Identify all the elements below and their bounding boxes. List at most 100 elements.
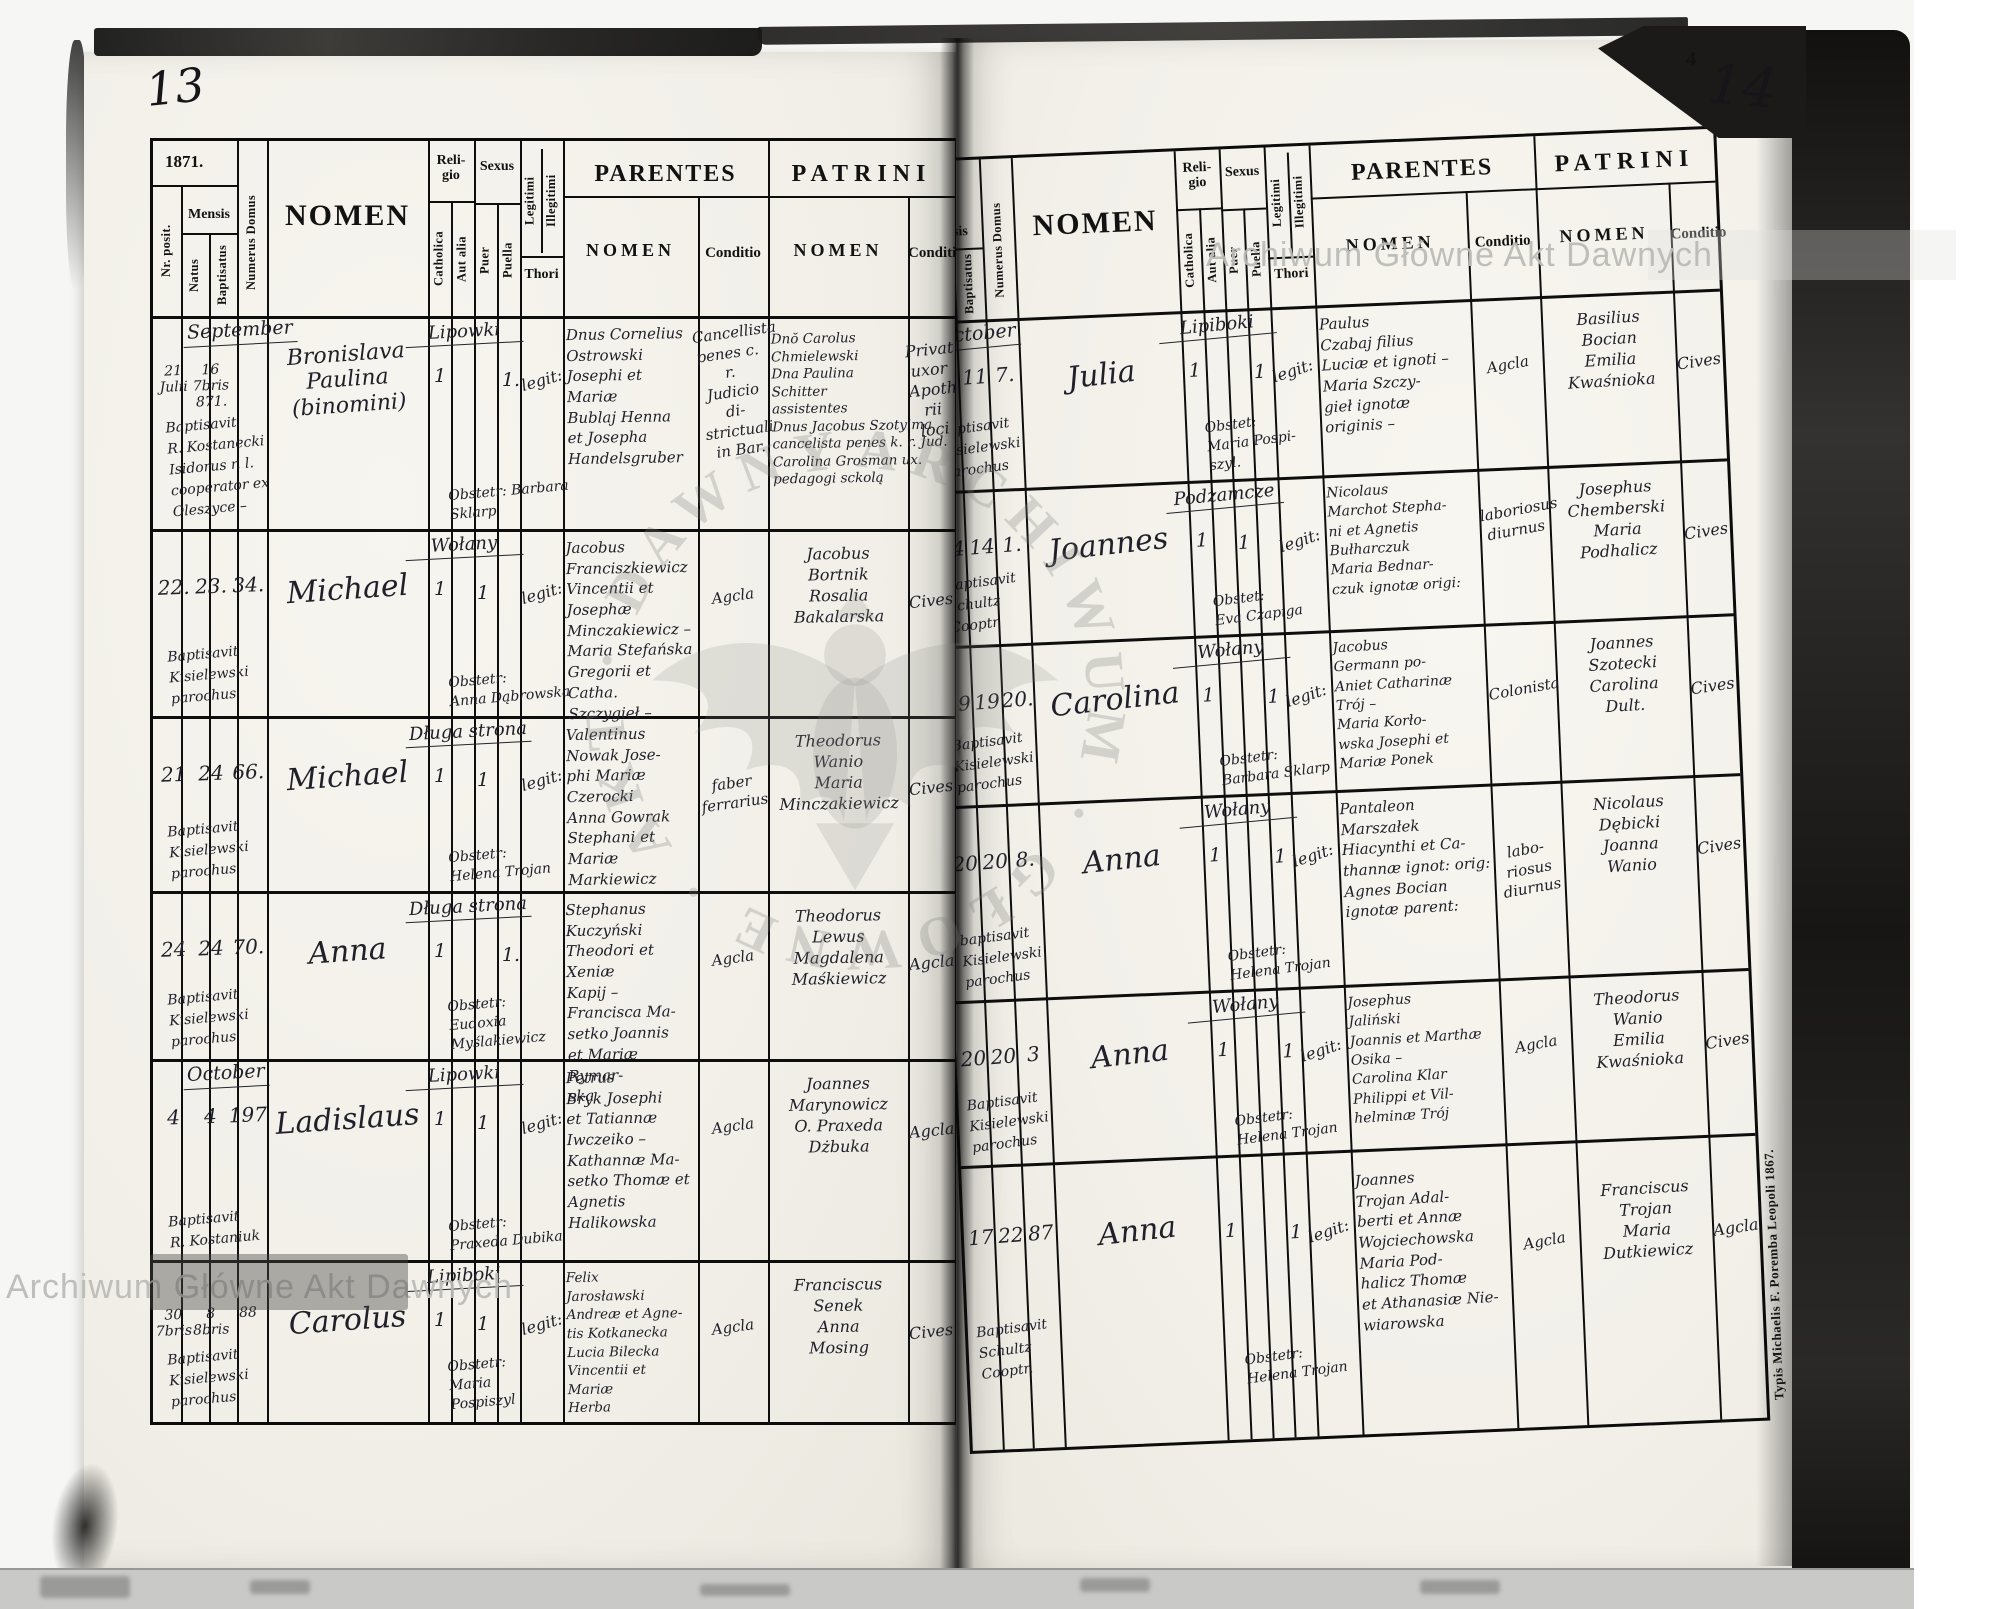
thori-mark: legit: (519, 365, 565, 396)
page-left-edge-shadow (66, 40, 88, 290)
religio-catholica-mark: 1 (433, 365, 447, 387)
natus-date: 24 (160, 936, 187, 962)
parentes-conditio: Agcla (710, 584, 756, 608)
baptized-by-note: Baptisavit Schultz Cooptr (956, 569, 1017, 637)
patrini-names: Nicolaus Dębicki Joanna Wanio (1592, 790, 1665, 877)
baptisatus-date: 16 7bris 871. (192, 361, 230, 411)
child-name: Bronislava Paulina (binomini) (285, 337, 408, 422)
sexus-puer-mark: 1 (476, 1313, 490, 1335)
sexus-puella-mark: 1. (501, 369, 521, 391)
page-number-right-handwritten: 14 (1705, 52, 1780, 121)
register-row: October 11117. Baptisavit Kisielewski pa… (956, 289, 1727, 492)
house-number: 70. (231, 934, 265, 960)
sexus-puer-mark: 1 (1237, 531, 1251, 554)
natus-date: 21 Julii (159, 363, 188, 396)
group-label-patrini: PATRINI (1554, 145, 1695, 178)
sexus-puella-mark: 1 (1281, 1040, 1295, 1063)
parentes-conditio: Cancellista penes c. r. Judicio di- stri… (690, 317, 777, 462)
parentes-names: Pantaleon Marszałek Hiacynthi et Ca- tha… (1338, 795, 1491, 922)
sexus-puer-mark (1261, 1221, 1285, 1222)
baptized-by-note: Baptisavit Kisielewski parochus (166, 818, 250, 883)
patrini-names: Joannes Szotecki Carolina Dult. (1587, 631, 1660, 717)
place-heading: Wołany (404, 529, 524, 562)
sexus-puer-mark (1253, 1040, 1277, 1041)
register-row: 24 24 70. Baptisavit Kisielewski parochus … (153, 891, 955, 1105)
house-number (229, 360, 268, 410)
child-name: Anna (1096, 1209, 1179, 1254)
religio-catholica-mark: 1 (433, 1309, 447, 1331)
sexus-puella-mark: 1 (1273, 845, 1287, 868)
child-name: Joannes (1047, 520, 1170, 569)
sexus-puer-mark (1224, 360, 1248, 361)
col-label-aut-alia: Aut alia (454, 236, 469, 282)
left-page: 1871. Nr. posit. Mensis Natus Baptisatus… (84, 52, 956, 1568)
col-label-natus: Natus (187, 258, 202, 292)
group-label-patrini: PATRINI (791, 161, 932, 187)
religio-catholica-mark: 1 (1201, 684, 1215, 707)
watermark-smudge (150, 1254, 408, 1310)
natus-date: 4 (166, 1105, 181, 1130)
house-number: 87 (1027, 1219, 1055, 1246)
page-number-left-handwritten: 13 (143, 57, 208, 117)
child-name: Anna (307, 931, 388, 972)
house-number: 197 (228, 1102, 268, 1128)
sexus-puer-mark: 1 (476, 582, 490, 604)
patrini-names: Theodorus Wanio Emilia Kwaśnioka (1592, 985, 1685, 1073)
patrini-conditio: Cives (1689, 673, 1736, 699)
place-heading: Długa strona (404, 891, 532, 924)
col-label-catholica: Catholica (431, 231, 446, 287)
patrini-names: Josephus Chemberski Maria Podhalicz (1567, 476, 1666, 563)
baptisatus-date: 24 (197, 935, 225, 961)
house-number: 3 (1025, 1041, 1041, 1067)
col-label-sexus: Sexus (479, 159, 515, 174)
dates: 22. 23. 34. (155, 572, 268, 600)
col-label-thori: Thori (524, 267, 559, 282)
thori-mark: legit: (1298, 1034, 1344, 1066)
sexus-puella-mark: 1. (501, 944, 521, 966)
baptisatus-date: 4 (203, 1103, 218, 1129)
child-name: Ladislaus (274, 1097, 421, 1142)
religio-catholica-mark: 1 (1224, 1219, 1238, 1243)
baptisatus-date: 23. (194, 573, 228, 599)
register-row: 22. 23. 34. Baptisavit Kisielewski parochu… (153, 529, 955, 723)
house-number: 66. (231, 759, 265, 785)
parentes-names: Petrus Bryk Josephi et Tatiannæ Iwczeiko… (565, 1068, 690, 1232)
sexus-puella-mark: 1 (1289, 1220, 1303, 1244)
register-table-right: Mensis Natus Baptisatus Numerus Domus NO… (956, 125, 1786, 1455)
scan-margin (1914, 0, 2000, 1609)
baptized-by-note: Baptisavit Kisielewski parochus (166, 643, 250, 708)
child-name: Carolina (1048, 675, 1182, 725)
book-gutter-shadow (940, 38, 974, 1576)
child-name: Julia (1065, 353, 1138, 397)
religio-catholica-mark: 1 (433, 1108, 447, 1130)
religio-catholica-mark: 1 (1188, 359, 1202, 382)
place-heading: Długa strona (404, 716, 532, 749)
archive-watermark-top: Archiwum Główne Akt Dawnych (1206, 236, 1713, 274)
parentes-conditio: labo- riosus diurnus (1502, 837, 1563, 902)
col-label-nomen: NOMEN (1031, 204, 1159, 243)
parentes-conditio: Agcla (710, 1315, 756, 1339)
col-label-mensis: Mensis (188, 207, 230, 222)
col-label-baptisatus: Baptisatus (215, 244, 230, 306)
parentes-names: Jacobus Franciszkiewicz Vincentii et Jos… (565, 538, 693, 723)
house-number: 34. (231, 572, 265, 598)
patrini-conditio: Agcla (1711, 1214, 1760, 1240)
patrini-names: Joannes Marynowicz O. Praxeda Dżbuka (788, 1073, 888, 1157)
register-row: 30 7bris 8 8bris 88 Baptisavit Kisielewski… (153, 1260, 955, 1419)
baptisatus-date: 19 (973, 688, 1001, 715)
page-top-edge-shadow (94, 28, 762, 56)
baptized-by-note: Baptisavit Kisielewski parochus (965, 1089, 1050, 1157)
col-label-parentes-nomen: NOMEN (586, 240, 675, 260)
religio-catholica-mark: 1 (1216, 1038, 1230, 1062)
baptized-by-note: Baptisavit R. Kostanecki Isidorus r. l. … (164, 414, 270, 521)
table-header: Mensis Natus Baptisatus Numerus Domus NO… (956, 129, 1727, 315)
obstetrix-note: Obstetr: Helena Trojan (1243, 1345, 1349, 1388)
page-number-right-printed: 4 (1686, 48, 1696, 70)
month-heading: September (182, 315, 298, 348)
dates: 24 24 70. (155, 934, 268, 962)
house-number: 1. (1001, 531, 1023, 558)
child-name: Michael (285, 567, 410, 612)
col-label-puella: Puella (500, 242, 515, 278)
col-label-illegitimi: Illegitimi (544, 174, 559, 228)
register-row: October 4 4 197 Baptisavit R. Kostaniuk La… (153, 1058, 955, 1260)
